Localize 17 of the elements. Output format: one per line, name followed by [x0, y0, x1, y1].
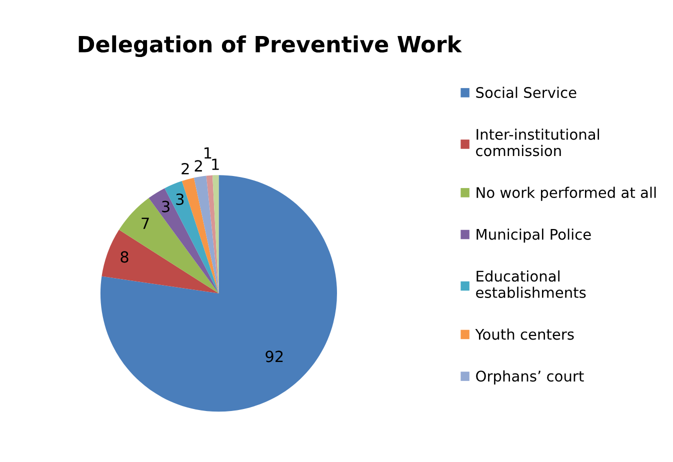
- legend-label: Orphans’ court: [476, 370, 584, 384]
- data-label: 1: [212, 158, 219, 170]
- data-label: 2: [182, 162, 189, 174]
- legend-label: Youth centers: [475, 328, 574, 340]
- data-label: 1: [204, 147, 212, 158]
- data-label: 3: [162, 200, 170, 212]
- chart-title: Delegation of Preventive Work: [78, 35, 462, 58]
- legend-label: Inter-institutional commission: [476, 128, 599, 156]
- legend-label: Municipal Police: [476, 228, 591, 243]
- data-label: 92: [266, 350, 283, 362]
- legend-label: No work performed at all: [476, 186, 656, 201]
- data-label: 3: [176, 193, 184, 206]
- legend-label: Social Service: [476, 86, 576, 98]
- data-label: 2: [194, 160, 202, 172]
- legend-label: Educational establishments: [476, 270, 586, 298]
- data-label: 8: [120, 251, 128, 263]
- data-label: 7: [142, 218, 149, 229]
